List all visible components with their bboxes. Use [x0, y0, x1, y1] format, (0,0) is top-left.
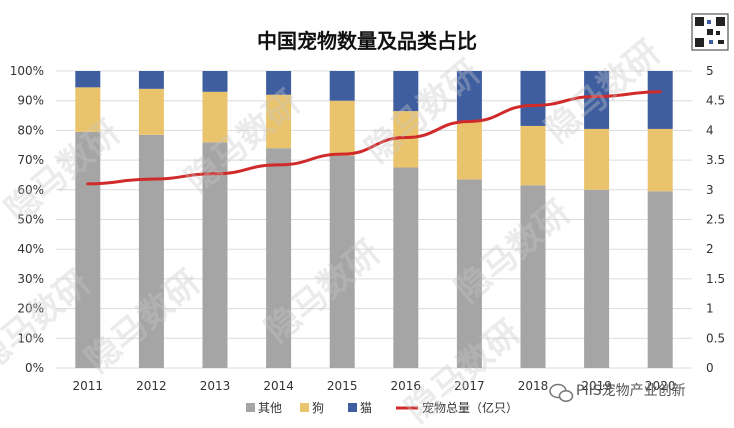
line-series [86, 90, 662, 186]
bar-2014-其他 [266, 148, 292, 368]
legend-item: 宠物总量（亿只） [396, 400, 518, 415]
legend-swatch [348, 403, 357, 412]
y-right-tick-label: 0.5 [706, 331, 725, 345]
legend-item: 其他 [246, 401, 282, 415]
x-tick-label: 2015 [327, 379, 358, 393]
bar-2011-猫 [75, 71, 101, 88]
bar-2016-其他 [393, 167, 419, 368]
x-tick-label: 2013 [200, 379, 231, 393]
bar-2019-其他 [584, 189, 610, 368]
x-tick-label: 2012 [136, 379, 167, 393]
legend-swatch [300, 403, 309, 412]
legend-label: 宠物总量（亿只） [422, 400, 518, 415]
y-right-tick-label: 4 [706, 123, 714, 137]
bar-2013-狗 [202, 91, 228, 143]
x-tick-label: 2011 [73, 379, 104, 393]
x-axis: 2011 2012 2013 2014 2015 2016 2017 2018 2019 2020 [73, 379, 676, 393]
bar-2018-其他 [520, 185, 546, 368]
legend-label: 其他 [258, 401, 282, 415]
bar-2012-狗 [138, 88, 164, 135]
line-total-pets [86, 90, 662, 186]
bar-2020-狗 [647, 128, 673, 192]
bar-2013-其他 [202, 142, 228, 368]
y-left-tick-label: 50% [17, 213, 44, 227]
x-tick-label: 2020 [645, 379, 676, 393]
y-left-tick-label: 10% [17, 331, 44, 345]
y-left-tick-label: 70% [17, 153, 44, 167]
y-left-tick-label: 20% [17, 302, 44, 316]
y-right-tick-label: 3.5 [706, 153, 725, 167]
legend-item: 猫 [348, 401, 372, 415]
bar-2018-狗 [520, 125, 546, 186]
legend-swatch [246, 403, 255, 412]
x-tick-label: 2019 [581, 379, 612, 393]
bar-2020-猫 [647, 71, 673, 129]
qr-code-icon [691, 13, 729, 51]
bar-2015-狗 [329, 100, 355, 156]
y-right-tick-label: 1.5 [706, 272, 725, 286]
bar-2012-猫 [138, 71, 164, 89]
wechat-icon [549, 383, 574, 402]
bar-2020-其他 [647, 191, 673, 368]
bar-2017-其他 [456, 179, 482, 368]
bar-2018-猫 [520, 71, 546, 126]
y-right-tick-label: 5 [706, 64, 714, 78]
bar-2015-其他 [329, 155, 355, 368]
bar-2017-猫 [456, 71, 482, 122]
y-left-tick-label: 60% [17, 183, 44, 197]
bar-2019-狗 [584, 128, 610, 190]
bar-2015-猫 [329, 71, 355, 101]
bars [75, 71, 673, 368]
bar-2013-猫 [202, 71, 228, 92]
y-right-tick-label: 4.5 [706, 94, 725, 108]
chart-title: 中国宠物数量及品类占比 [257, 29, 477, 53]
bar-2012-其他 [138, 134, 164, 368]
y-left-tick-label: 30% [17, 272, 44, 286]
bar-2014-猫 [266, 71, 292, 95]
bar-2019-猫 [584, 71, 610, 129]
bar-2011-其他 [75, 131, 101, 368]
y-right-tick-label: 3 [706, 183, 714, 197]
legend-item: 狗 [300, 401, 324, 415]
wechat-badge: PIIS宠物产业创新 [549, 383, 686, 402]
bar-2011-狗 [75, 87, 101, 132]
legend-label: 猫 [360, 401, 372, 415]
bar-2017-狗 [456, 121, 482, 180]
y-left-tick-label: 0% [25, 361, 44, 375]
y-right-tick-label: 1 [706, 302, 714, 316]
wechat-label: PIIS宠物产业创新 [576, 383, 686, 399]
y-axis-left: 0% 10% 20% 30% 40% 50% 60% 70% 80% 90% 100% [10, 64, 44, 375]
y-left-tick-label: 40% [17, 242, 44, 256]
y-right-tick-label: 2 [706, 242, 714, 256]
y-right-tick-label: 0 [706, 361, 714, 375]
bar-2014-狗 [266, 94, 292, 149]
y-left-tick-label: 100% [10, 64, 44, 78]
x-tick-label: 2014 [263, 379, 294, 393]
y-right-tick-label: 2.5 [706, 213, 725, 227]
x-tick-label: 2017 [454, 379, 485, 393]
legend: 其他 狗 猫 宠物总量（亿只） [246, 400, 518, 415]
y-left-tick-label: 80% [17, 123, 44, 137]
y-left-tick-label: 90% [17, 94, 44, 108]
y-axis-right: 0 0.5 1 1.5 2 2.5 3 3.5 4 4.5 5 [706, 64, 725, 375]
x-tick-label: 2016 [391, 379, 422, 393]
bar-2016-猫 [393, 71, 419, 112]
x-tick-label: 2018 [518, 379, 549, 393]
legend-label: 狗 [312, 401, 324, 415]
